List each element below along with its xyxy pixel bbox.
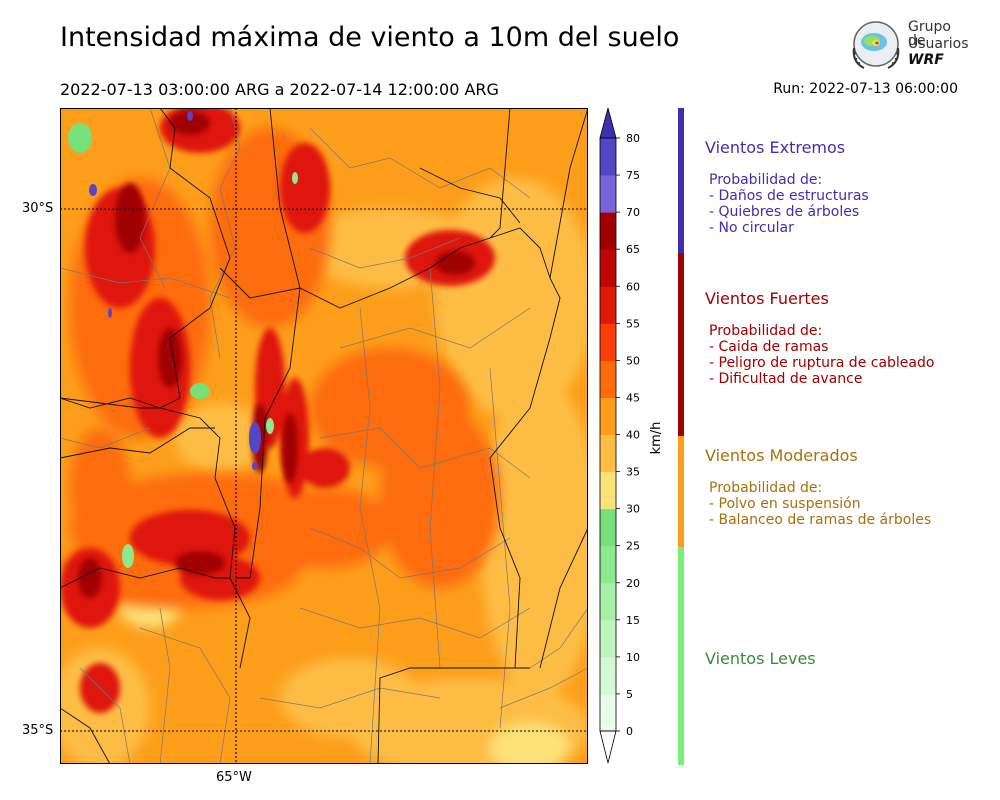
colorbar-tick-label: 15 bbox=[626, 614, 640, 627]
category-strong-desc-line: - Peligro de ruptura de cableado bbox=[709, 355, 935, 371]
colorbar-tick-label: 60 bbox=[626, 280, 640, 293]
run-timestamp: Run: 2022-07-13 06:00:00 bbox=[773, 81, 958, 97]
category-light-title: Vientos Leves bbox=[705, 649, 816, 668]
colorbar-unit-label: km/h bbox=[649, 422, 664, 455]
colorbar-tick-label: 50 bbox=[626, 354, 640, 367]
colorbar-segment bbox=[600, 175, 616, 213]
category-extreme-desc-line: - No circular bbox=[709, 220, 794, 236]
colorbar-segment bbox=[600, 138, 616, 176]
colorbar-tick-label: 10 bbox=[626, 651, 640, 664]
category-strong-desc-line: Probabilidad de: bbox=[709, 323, 823, 339]
wind-field-light bbox=[68, 123, 298, 568]
colorbar-segment bbox=[600, 471, 616, 510]
band-strong bbox=[678, 253, 684, 436]
category-strong-desc-line: - Caida de ramas bbox=[709, 339, 829, 355]
colorbar-tick-label: 25 bbox=[626, 540, 640, 553]
colorbar-segment bbox=[600, 249, 616, 287]
category-extreme-desc-line: Probabilidad de: bbox=[709, 172, 823, 188]
colorbar-tick-label: 40 bbox=[626, 429, 640, 442]
colorbar-segment bbox=[600, 582, 616, 621]
colorbar-tick-label: 65 bbox=[626, 243, 640, 256]
colorbar-segment bbox=[600, 323, 616, 361]
category-extreme-desc: Probabilidad de: - Daños de estructuras … bbox=[709, 172, 869, 236]
colorbar-segment bbox=[600, 545, 616, 584]
forecast-period: 2022-07-13 03:00:00 ARG a 2022-07-14 12:… bbox=[60, 80, 499, 99]
colorbar-tick-label: 35 bbox=[626, 466, 640, 479]
colorbar-tick-label: 80 bbox=[626, 132, 640, 145]
category-moderate-desc-line: - Balanceo de ramas de árboles bbox=[709, 512, 932, 528]
colorbar-segment bbox=[600, 693, 616, 732]
category-extreme-desc-line: - Quiebres de árboles bbox=[709, 204, 860, 220]
lat-label-30s: 30°S bbox=[22, 201, 54, 216]
colorbar-segment bbox=[600, 212, 616, 250]
colorbar-segment bbox=[600, 656, 616, 695]
category-moderate-desc-line: Probabilidad de: bbox=[709, 480, 823, 496]
colorbar-tick-label: 5 bbox=[626, 688, 633, 701]
wind-map bbox=[60, 108, 588, 764]
band-moderate bbox=[678, 436, 684, 547]
category-moderate-desc-line: - Polvo en suspensión bbox=[709, 496, 861, 512]
logo-text-line3: WRF bbox=[908, 52, 944, 68]
category-strong-title: Vientos Fuertes bbox=[705, 289, 829, 308]
category-strong-desc: Probabilidad de: - Caida de ramas - Peli… bbox=[709, 323, 934, 387]
colorbar-segment bbox=[600, 619, 616, 658]
colorbar-max-arrow bbox=[599, 108, 617, 139]
logo-text-line2: Usuarios bbox=[908, 36, 969, 52]
colorbar-tick-label: 0 bbox=[626, 725, 633, 738]
colorbar-segment bbox=[600, 397, 616, 435]
lat-label-35s: 35°S bbox=[22, 723, 54, 738]
lon-label-65w: 65°W bbox=[216, 770, 252, 785]
colorbar-tick-label: 20 bbox=[626, 577, 640, 590]
wind-field-extreme bbox=[89, 111, 261, 470]
category-moderate-desc: Probabilidad de: - Polvo en suspensión -… bbox=[709, 480, 931, 528]
colorbar-segment bbox=[600, 508, 616, 547]
colorbar-min-arrow bbox=[599, 730, 617, 764]
category-extreme-title: Vientos Extremos bbox=[705, 138, 846, 157]
colorbar-segment bbox=[600, 434, 616, 473]
logo: Grupo de Usuarios WRF bbox=[848, 18, 970, 74]
globe-logo-icon bbox=[852, 21, 900, 69]
colorbar-tick-label: 30 bbox=[626, 503, 640, 516]
map-frame bbox=[60, 108, 588, 764]
colorbar-tick-label: 70 bbox=[626, 206, 640, 219]
graticule bbox=[60, 108, 588, 764]
page-title: Intensidad máxima de viento a 10m del su… bbox=[60, 22, 680, 53]
category-extreme-desc-line: - Daños de estructuras bbox=[709, 188, 869, 204]
colorbar-segment bbox=[600, 360, 616, 398]
category-moderate-title: Vientos Moderados bbox=[705, 446, 858, 465]
province-boundaries bbox=[60, 108, 588, 764]
colorbar-segment bbox=[600, 286, 616, 324]
band-light bbox=[678, 547, 684, 765]
colorbar: 0 5 10 15 20 25 30 35 40 45 50 55 60 65 70 75 80 km/h bbox=[599, 108, 664, 764]
department-boundaries bbox=[60, 108, 588, 764]
colorbar-tick-label: 55 bbox=[626, 317, 640, 330]
colorbar-tick-label: 75 bbox=[626, 169, 640, 182]
band-extreme bbox=[678, 108, 684, 253]
logo-text-line1: Grupo de bbox=[908, 19, 951, 49]
colorbar-tick-label: 45 bbox=[626, 391, 640, 404]
wind-field-very-strong bbox=[78, 111, 475, 598]
category-strong-desc-line: - Dificultad de avance bbox=[709, 371, 863, 387]
